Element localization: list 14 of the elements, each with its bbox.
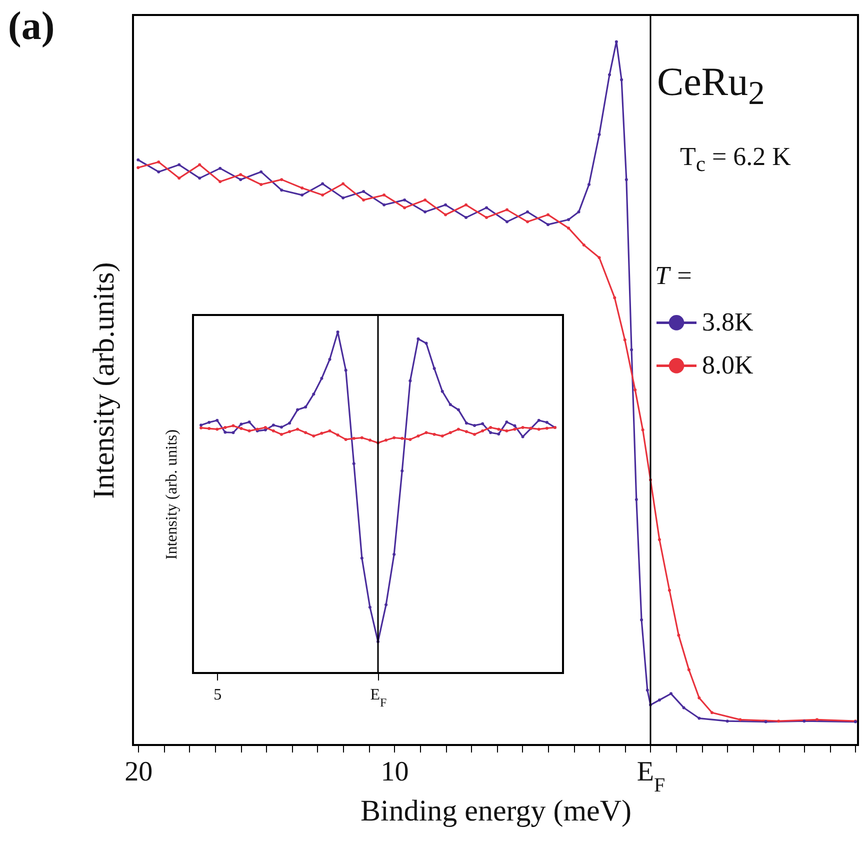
legend-label: 8.0K <box>702 350 754 380</box>
x-tick-label: 20 <box>124 756 153 788</box>
annotation: T$_{c}$ = 6.2 K <box>680 142 791 178</box>
x-axis-title: Binding energy (meV) <box>360 794 632 828</box>
x-tick-label: 10 <box>380 756 409 788</box>
x-tick-label: E$_{F}$ <box>370 686 388 710</box>
y-axis-title: Intensity (arb. units) <box>164 429 180 560</box>
legend-title: T = <box>655 261 694 290</box>
annotation: CeRu$_{2}$ <box>657 58 765 113</box>
x-tick-label: E$_{F}$ <box>636 756 666 796</box>
x-tick-label: 5 <box>214 686 222 704</box>
y-axis-title: Intensity (arb.units) <box>88 262 120 499</box>
legend-label: 3.8K <box>702 308 754 337</box>
text: (a) <box>8 2 55 49</box>
